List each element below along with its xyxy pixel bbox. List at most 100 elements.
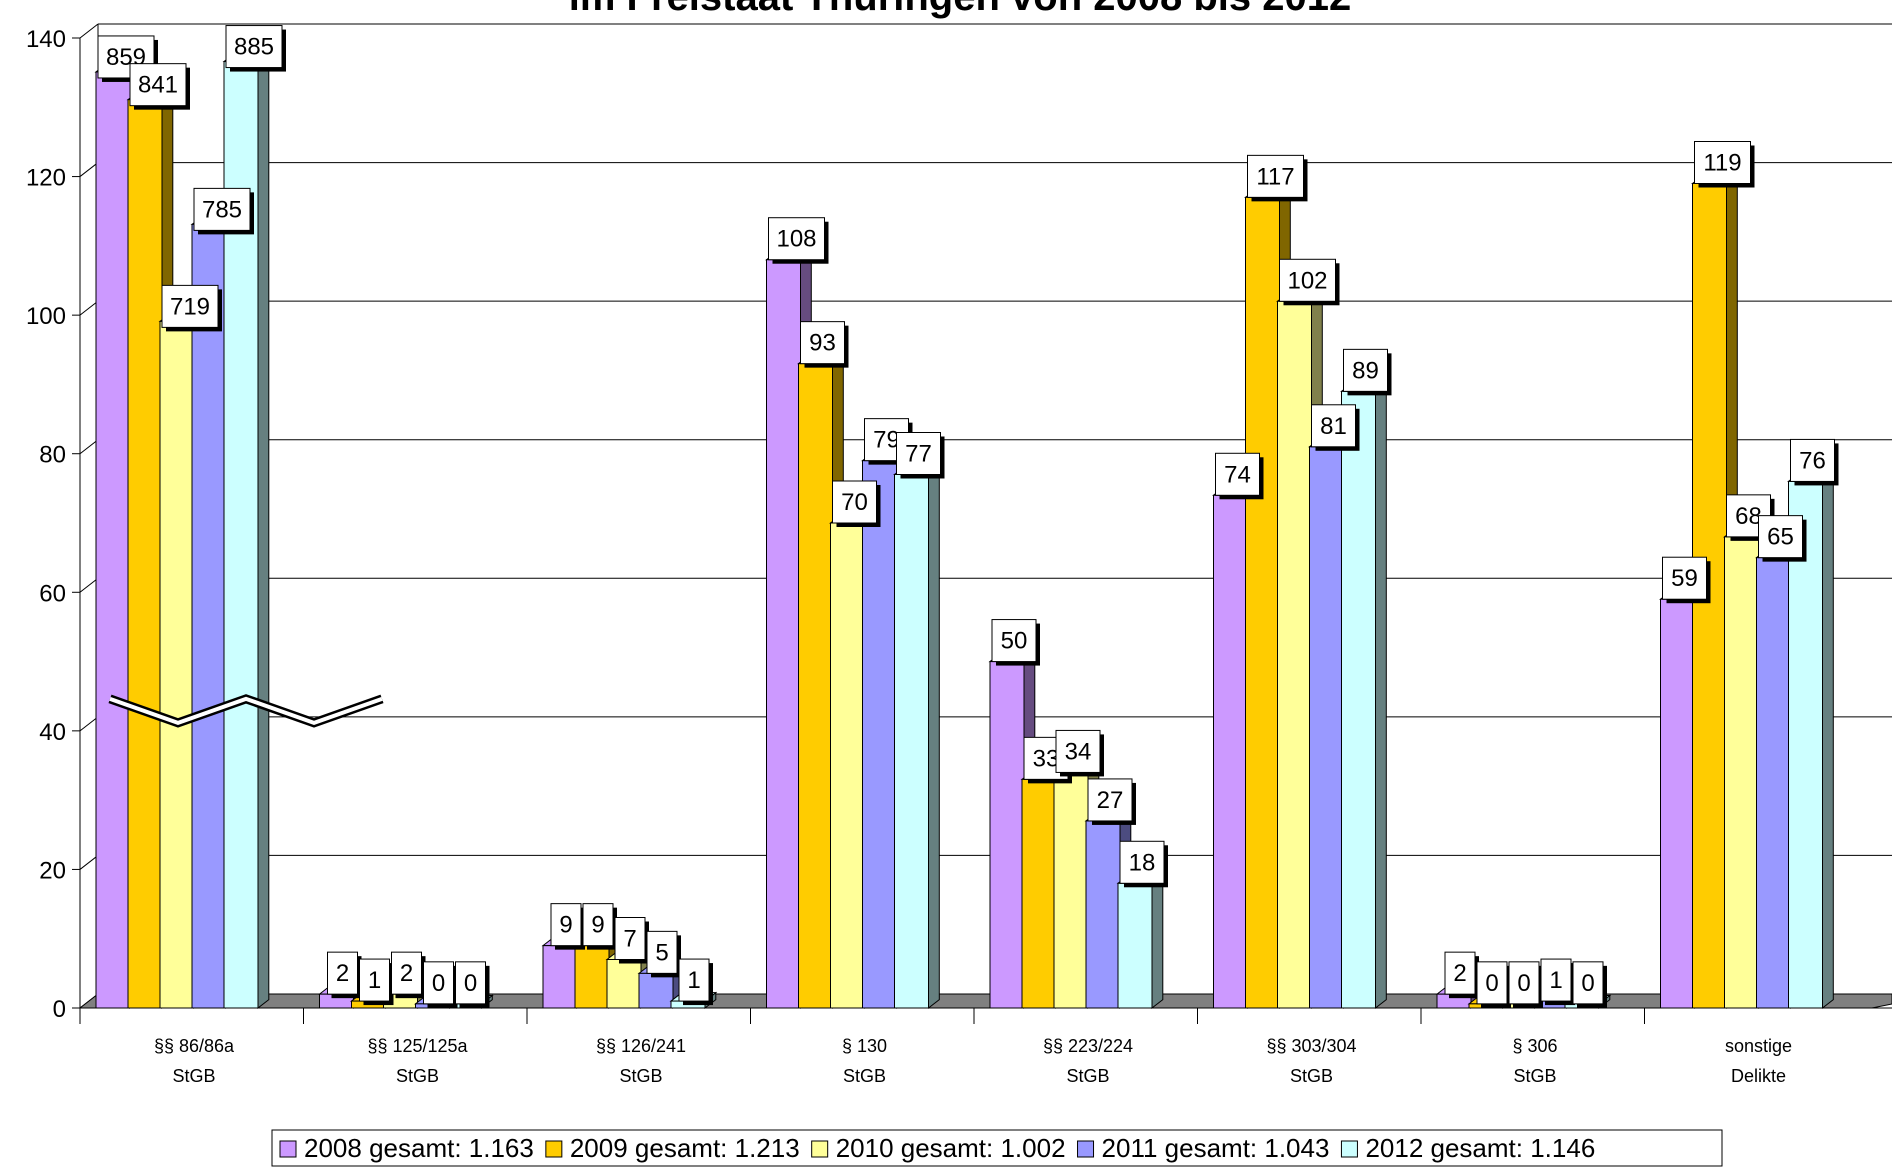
data-label-text: 1 xyxy=(368,967,381,994)
data-label-text: 27 xyxy=(1097,787,1124,814)
data-label-text: 76 xyxy=(1799,447,1826,474)
data-label-box xyxy=(1119,840,1165,884)
bar-side xyxy=(1151,873,1164,1010)
bar-front xyxy=(574,945,610,1009)
legend-label: 2011 gesamt: 1.043 xyxy=(1102,1133,1330,1163)
y-tick-label: 40 xyxy=(39,719,66,746)
data-label: 34 xyxy=(1055,729,1104,777)
data-label-box xyxy=(129,63,187,107)
category-label: § 130 xyxy=(842,1036,887,1056)
bar xyxy=(1116,873,1165,1010)
category-label: StGB xyxy=(396,1066,439,1086)
data-label-box xyxy=(1055,729,1101,773)
data-label-text: 2 xyxy=(1453,960,1466,987)
category-label: Delikte xyxy=(1731,1066,1786,1086)
bar-front xyxy=(606,959,642,1009)
data-label-text: 50 xyxy=(1001,628,1028,655)
data-label-box xyxy=(1694,141,1751,184)
data-label: 0 xyxy=(1572,961,1607,1008)
bar-front xyxy=(1085,820,1121,1009)
gridline-diag-140 xyxy=(79,23,99,39)
data-label-text: 719 xyxy=(170,293,210,320)
data-label-text: 9 xyxy=(559,912,572,939)
data-label: 785 xyxy=(193,187,254,235)
data-label-text: 70 xyxy=(841,489,868,516)
data-label: 2 xyxy=(327,951,362,999)
data-label: 119 xyxy=(1694,141,1755,188)
data-label: 9 xyxy=(550,903,585,950)
category-label: StGB xyxy=(843,1066,886,1086)
data-label-box xyxy=(1343,348,1388,392)
data-label: 9 xyxy=(582,903,617,950)
y-tick-label: 100 xyxy=(26,303,66,330)
data-label-box xyxy=(1311,404,1356,448)
category-label: StGB xyxy=(172,1066,215,1086)
bar-side xyxy=(1375,381,1387,1010)
data-label-text: 0 xyxy=(432,970,445,997)
bar-front xyxy=(542,945,578,1009)
data-label-box xyxy=(1279,258,1336,302)
gridline-diag-100 xyxy=(79,300,99,316)
data-label: 81 xyxy=(1311,404,1360,451)
data-label-box xyxy=(832,480,877,524)
data-label: 76 xyxy=(1790,438,1839,486)
data-label-box xyxy=(550,903,582,947)
chart-title: im Freistaat Thüringen von 2008 bis 2012 xyxy=(569,0,1352,19)
data-label-text: 9 xyxy=(591,912,604,939)
y-tick-label: 120 xyxy=(26,165,66,192)
data-label-box xyxy=(359,958,390,1002)
y-tick-label: 80 xyxy=(39,442,66,469)
bar-front xyxy=(1309,446,1344,1009)
data-label: 0 xyxy=(1508,961,1543,1008)
data-label: 2 xyxy=(1444,951,1479,999)
category-label: StGB xyxy=(1513,1066,1556,1086)
bar-front xyxy=(1341,390,1376,1009)
data-label-box xyxy=(423,961,454,1005)
bar-front xyxy=(95,71,131,1009)
legend-swatch xyxy=(1340,1140,1358,1158)
data-label-text: 2 xyxy=(336,960,349,987)
bar-front xyxy=(1660,598,1695,1009)
bar-front xyxy=(798,363,833,1009)
bar-side xyxy=(257,52,270,1010)
bar-front xyxy=(989,661,1025,1009)
data-label-text: 102 xyxy=(1287,267,1327,294)
data-label-text: 0 xyxy=(1581,970,1594,997)
legend-label: 2009 gesamt: 1.213 xyxy=(570,1133,800,1163)
data-label-box xyxy=(1247,154,1304,198)
data-label-text: 785 xyxy=(202,196,242,223)
data-label: 117 xyxy=(1247,154,1308,202)
data-label-text: 74 xyxy=(1224,461,1251,488)
data-label: 1 xyxy=(678,958,713,1006)
category-label: § 306 xyxy=(1512,1036,1557,1056)
bar-front xyxy=(830,522,865,1009)
data-label-text: 1 xyxy=(1549,967,1562,994)
data-label-box xyxy=(455,961,486,1005)
data-label-text: 65 xyxy=(1767,524,1794,551)
data-label-box xyxy=(800,321,845,365)
data-label-text: 2 xyxy=(400,960,413,987)
data-label-text: 108 xyxy=(776,226,816,253)
data-label-text: 0 xyxy=(1517,970,1530,997)
category-label: §§ 126/241 xyxy=(596,1036,686,1056)
bar-front xyxy=(1213,494,1248,1009)
data-label: 93 xyxy=(800,321,849,368)
data-label: 5 xyxy=(646,930,681,978)
data-label-text: 841 xyxy=(138,72,178,99)
data-label-box xyxy=(896,432,941,475)
y-tick-label: 140 xyxy=(26,26,66,53)
category-label: §§ 125/125a xyxy=(367,1036,468,1056)
data-label-box xyxy=(768,217,825,261)
data-label: 102 xyxy=(1279,258,1340,306)
category-label: §§ 223/224 xyxy=(1043,1036,1133,1056)
category-label: StGB xyxy=(619,1066,662,1086)
data-label-box xyxy=(1476,961,1508,1005)
gridline-diag-20 xyxy=(79,855,99,870)
data-label-box xyxy=(991,619,1037,663)
data-label: 1 xyxy=(359,958,394,1006)
data-label-text: 93 xyxy=(809,330,836,357)
data-label-text: 7 xyxy=(623,926,636,953)
category-label: StGB xyxy=(1066,1066,1109,1086)
data-label: 885 xyxy=(225,25,286,72)
bar xyxy=(1340,381,1388,1010)
